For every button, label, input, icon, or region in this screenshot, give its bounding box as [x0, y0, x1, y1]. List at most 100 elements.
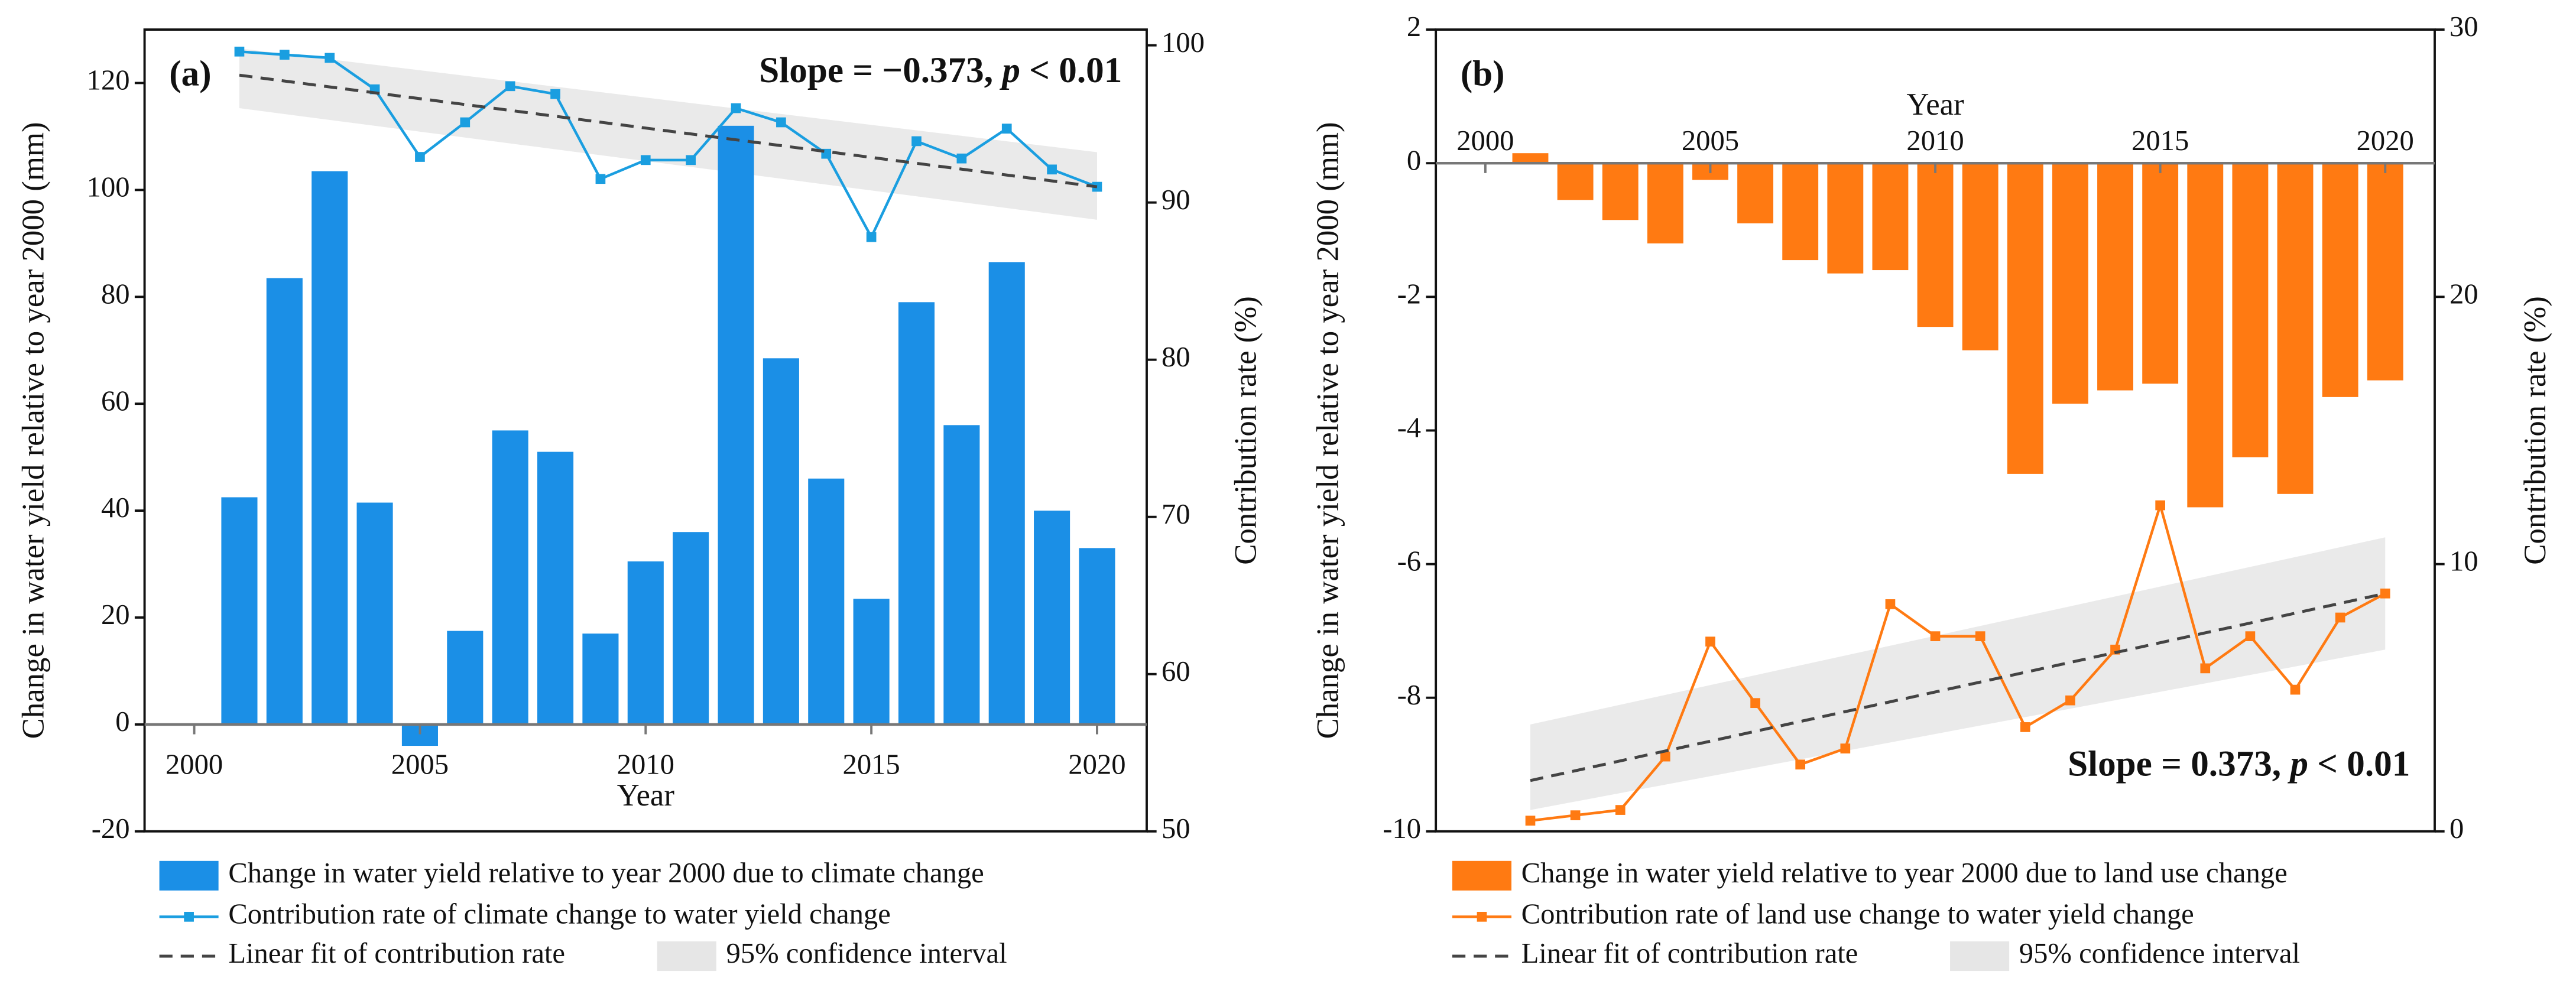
- x-tick-label: 2010: [1906, 125, 1964, 157]
- marker: [595, 174, 606, 184]
- legend-label: Contribution rate of land use change to …: [1521, 898, 2194, 930]
- marker: [2155, 500, 2165, 511]
- bar: [447, 631, 484, 725]
- y2-tick-label: 60: [1162, 655, 1190, 687]
- x-tick-label: 2000: [1456, 125, 1514, 157]
- bar: [853, 599, 890, 725]
- y-tick-label: 0: [1407, 144, 1421, 176]
- y-tick-label: -10: [1383, 813, 1421, 844]
- legend-label: Linear fit of contribution rate: [228, 937, 565, 969]
- bar: [312, 171, 348, 725]
- legend-label: Linear fit of contribution rate: [1521, 937, 1858, 969]
- y-tick-label: 100: [87, 171, 130, 203]
- marker: [550, 89, 560, 99]
- y-axis-label: Change in water yield relative to year 2…: [16, 122, 50, 739]
- bar: [763, 358, 799, 725]
- marker: [1885, 599, 1896, 609]
- y-tick-label: -2: [1397, 278, 1422, 310]
- bar: [898, 302, 935, 725]
- legend-marker: [184, 911, 194, 922]
- marker: [956, 153, 967, 164]
- bar: [2367, 163, 2403, 381]
- bar: [1079, 548, 1115, 725]
- bar: [1557, 163, 1594, 200]
- marker: [686, 155, 696, 165]
- bar: [2277, 163, 2314, 494]
- y2-tick-label: 90: [1162, 184, 1190, 216]
- marker: [2380, 588, 2390, 599]
- marker: [911, 136, 922, 147]
- bar: [718, 125, 754, 725]
- line: [1530, 501, 2386, 822]
- x-axis-label: Year: [1906, 87, 1964, 122]
- bar: [1647, 163, 1683, 243]
- panel: -20 0 20 40 60 80 100 120 50 60 70 80 90 100 2000 2005 2…: [16, 27, 1263, 972]
- y-tick-label: -8: [1397, 679, 1422, 711]
- bar: [2007, 163, 2043, 474]
- bar: [1872, 163, 1909, 271]
- legend-label: Change in water yield relative to year 2…: [1521, 857, 2288, 889]
- marker: [1660, 751, 1670, 762]
- marker: [640, 155, 651, 165]
- marker: [1975, 631, 1985, 641]
- x-tick-label: 2005: [1682, 125, 1739, 157]
- marker: [1570, 810, 1581, 820]
- y2-tick-label: 50: [1162, 813, 1190, 844]
- bar: [1917, 163, 1954, 327]
- bar: [492, 430, 528, 725]
- marker: [1615, 805, 1626, 815]
- x-tick-label: 2020: [1068, 748, 1125, 780]
- bar: [1034, 511, 1070, 725]
- marker: [731, 103, 741, 113]
- legend-label: 95% confidence interval: [726, 937, 1007, 969]
- legend-label: Contribution rate of climate change to w…: [228, 898, 890, 930]
- x-tick-label: 2000: [166, 748, 223, 780]
- y2-axis-label: Contribution rate (%): [2518, 296, 2552, 565]
- marker: [325, 53, 335, 63]
- y2-tick-label: 80: [1162, 341, 1190, 373]
- marker: [2290, 684, 2301, 695]
- fit-line: [1530, 592, 2386, 782]
- legend-label: Change in water yield relative to year 2…: [228, 857, 984, 889]
- marker: [460, 117, 471, 128]
- y-tick-label: -4: [1397, 412, 1422, 444]
- annotation: Slope = −0.373, p < 0.01: [759, 51, 1122, 90]
- annotation-part: p: [2287, 744, 2308, 784]
- bar: [2232, 163, 2269, 457]
- y2-tick-label: 70: [1162, 498, 1190, 530]
- y-axis-label: Change in water yield relative to year 2…: [1310, 122, 1345, 739]
- panel-label: (b): [1461, 54, 1505, 94]
- marker: [279, 50, 290, 60]
- annotation-part: < 0.01: [1020, 51, 1122, 90]
- fit-line: [239, 73, 1098, 189]
- bar: [808, 478, 845, 725]
- x-tick-label: 2015: [843, 748, 900, 780]
- annotation-part: Slope = −0.373,: [759, 51, 1002, 90]
- y-tick-label: -20: [92, 813, 130, 844]
- bar: [221, 497, 258, 725]
- marker: [1047, 164, 1057, 175]
- marker: [866, 232, 877, 242]
- legend-swatch: [657, 941, 716, 972]
- plot-area: [1512, 153, 2403, 810]
- line: [239, 50, 1098, 241]
- y2-tick-label: 30: [2450, 11, 2478, 43]
- legend-marker: [1477, 911, 1487, 922]
- y-tick-label: 40: [101, 492, 130, 524]
- bar: [1782, 163, 1819, 261]
- bar: [537, 451, 574, 725]
- legend-label: 95% confidence interval: [2019, 937, 2300, 969]
- y2-tick-label: 100: [1162, 27, 1205, 59]
- marker: [2065, 695, 2075, 706]
- x-tick-label: 2020: [2357, 125, 2414, 157]
- bar: [2187, 163, 2224, 508]
- confidence-band: [1530, 537, 2386, 810]
- marker: [2335, 612, 2345, 623]
- plot-area: [221, 48, 1115, 746]
- bar: [1512, 153, 1549, 164]
- panel-label: (a): [169, 54, 211, 94]
- bar: [1962, 163, 1998, 350]
- annotation-part: Slope = 0.373,: [2068, 744, 2290, 784]
- marker: [505, 81, 515, 92]
